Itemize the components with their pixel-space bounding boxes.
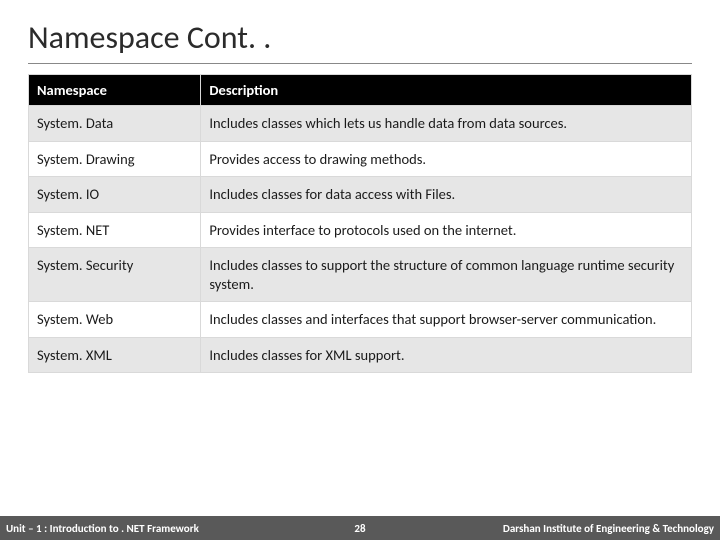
cell-description: Includes classes for XML support. (201, 337, 692, 373)
table-row: System. NET Provides interface to protoc… (29, 212, 692, 248)
cell-description: Includes classes to support the structur… (201, 248, 692, 302)
table-row: System. XML Includes classes for XML sup… (29, 337, 692, 373)
col-header-namespace: Namespace (29, 75, 201, 106)
cell-description: Provides interface to protocols used on … (201, 212, 692, 248)
cell-namespace: System. Security (29, 248, 201, 302)
table-row: System. Security Includes classes to sup… (29, 248, 692, 302)
cell-namespace: System. Drawing (29, 141, 201, 177)
cell-description: Includes classes and interfaces that sup… (201, 302, 692, 338)
footer-institute: Darshan Institute of Engineering & Techn… (503, 522, 714, 535)
cell-namespace: System. Web (29, 302, 201, 338)
footer-page-number: 28 (354, 522, 365, 535)
namespace-table: Namespace Description System. Data Inclu… (28, 74, 692, 373)
slide: Namespace Cont. . Namespace Description … (0, 0, 720, 540)
table-row: System. Drawing Provides access to drawi… (29, 141, 692, 177)
footer-unit: Unit – 1 : Introduction to . NET Framewo… (6, 522, 199, 535)
table-header-row: Namespace Description (29, 75, 692, 106)
table-row: System. Data Includes classes which lets… (29, 106, 692, 142)
slide-title: Namespace Cont. . (28, 18, 692, 57)
cell-description: Provides access to drawing methods. (201, 141, 692, 177)
table-row: System. IO Includes classes for data acc… (29, 177, 692, 213)
cell-description: Includes classes which lets us handle da… (201, 106, 692, 142)
cell-namespace: System. NET (29, 212, 201, 248)
title-underline (28, 63, 692, 64)
cell-description: Includes classes for data access with Fi… (201, 177, 692, 213)
col-header-description: Description (201, 75, 692, 106)
cell-namespace: System. XML (29, 337, 201, 373)
cell-namespace: System. IO (29, 177, 201, 213)
table-row: System. Web Includes classes and interfa… (29, 302, 692, 338)
slide-footer: Unit – 1 : Introduction to . NET Framewo… (0, 516, 720, 540)
cell-namespace: System. Data (29, 106, 201, 142)
